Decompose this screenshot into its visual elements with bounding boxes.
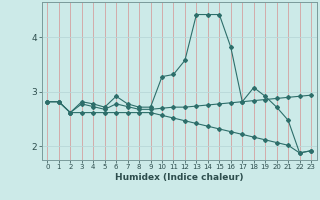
X-axis label: Humidex (Indice chaleur): Humidex (Indice chaleur) [115,173,244,182]
